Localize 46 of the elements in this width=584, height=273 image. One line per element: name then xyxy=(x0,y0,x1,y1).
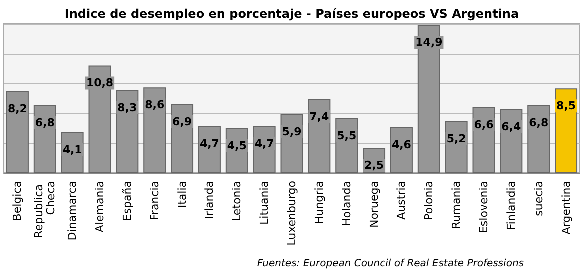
data-label: 6,9 xyxy=(172,115,192,128)
data-label: 6,4 xyxy=(502,120,522,134)
data-label: 4,7 xyxy=(200,137,220,150)
data-label: 10,8 xyxy=(86,76,114,90)
data-label: 7,4 xyxy=(310,110,330,124)
x-tick-label: Alemania xyxy=(94,181,106,233)
data-label: 5,2 xyxy=(446,132,466,146)
x-tick-label: Holanda xyxy=(340,181,354,226)
x-tick-label: Eslovenia xyxy=(478,181,490,234)
data-label: 8,3 xyxy=(118,102,138,115)
chart-title: Indice de desempleo en porcentaje - Países europeos VS Argentina xyxy=(64,7,520,21)
x-tick-label: Argentina xyxy=(560,181,573,235)
x-tick-label: Lituania xyxy=(258,181,272,225)
x-tick-label: Austria xyxy=(395,181,408,220)
data-label: 8,6 xyxy=(145,98,165,112)
data-label: 4,6 xyxy=(392,138,412,152)
data-label: 6,8 xyxy=(35,116,55,130)
source-note: Fuentes: European Council of Real Estate Professions xyxy=(257,258,524,270)
x-tick-label: Luxenburgo xyxy=(286,180,298,246)
data-label: 4,1 xyxy=(62,143,82,156)
x-tick-label: Belgica xyxy=(11,181,24,222)
x-tick-label: Noruega xyxy=(368,181,381,228)
data-label: 5,9 xyxy=(282,125,302,138)
x-tick-label: Irlanda xyxy=(203,181,216,220)
data-label: 4,5 xyxy=(227,139,247,152)
data-label: 5,5 xyxy=(337,129,357,142)
data-label: 6,6 xyxy=(474,118,494,132)
x-tick-label: Republica Checa xyxy=(32,181,58,238)
x-tick-label: Letonia xyxy=(230,181,244,222)
x-tick-label: Finlandia xyxy=(504,181,518,230)
x-tick-label: Francia xyxy=(148,181,162,221)
x-tick-label: España xyxy=(120,181,134,222)
x-tick-label: Hungria xyxy=(312,181,326,225)
bar xyxy=(144,88,166,173)
x-tick-label: Rumania xyxy=(450,181,464,230)
x-tick-label: Dinamarca xyxy=(66,181,80,241)
data-label: 4,7 xyxy=(254,137,274,150)
bar xyxy=(418,24,440,173)
data-label: 6,8 xyxy=(529,116,549,130)
data-label: 8,2 xyxy=(8,102,28,116)
data-label: 14,9 xyxy=(416,36,443,49)
x-tick-label: Polonia xyxy=(422,181,436,221)
data-label: 2,5 xyxy=(364,159,384,172)
x-tick-label: suecia xyxy=(532,181,546,216)
x-tick-label: Italia xyxy=(176,181,189,208)
data-label: 8,5 xyxy=(556,100,576,113)
